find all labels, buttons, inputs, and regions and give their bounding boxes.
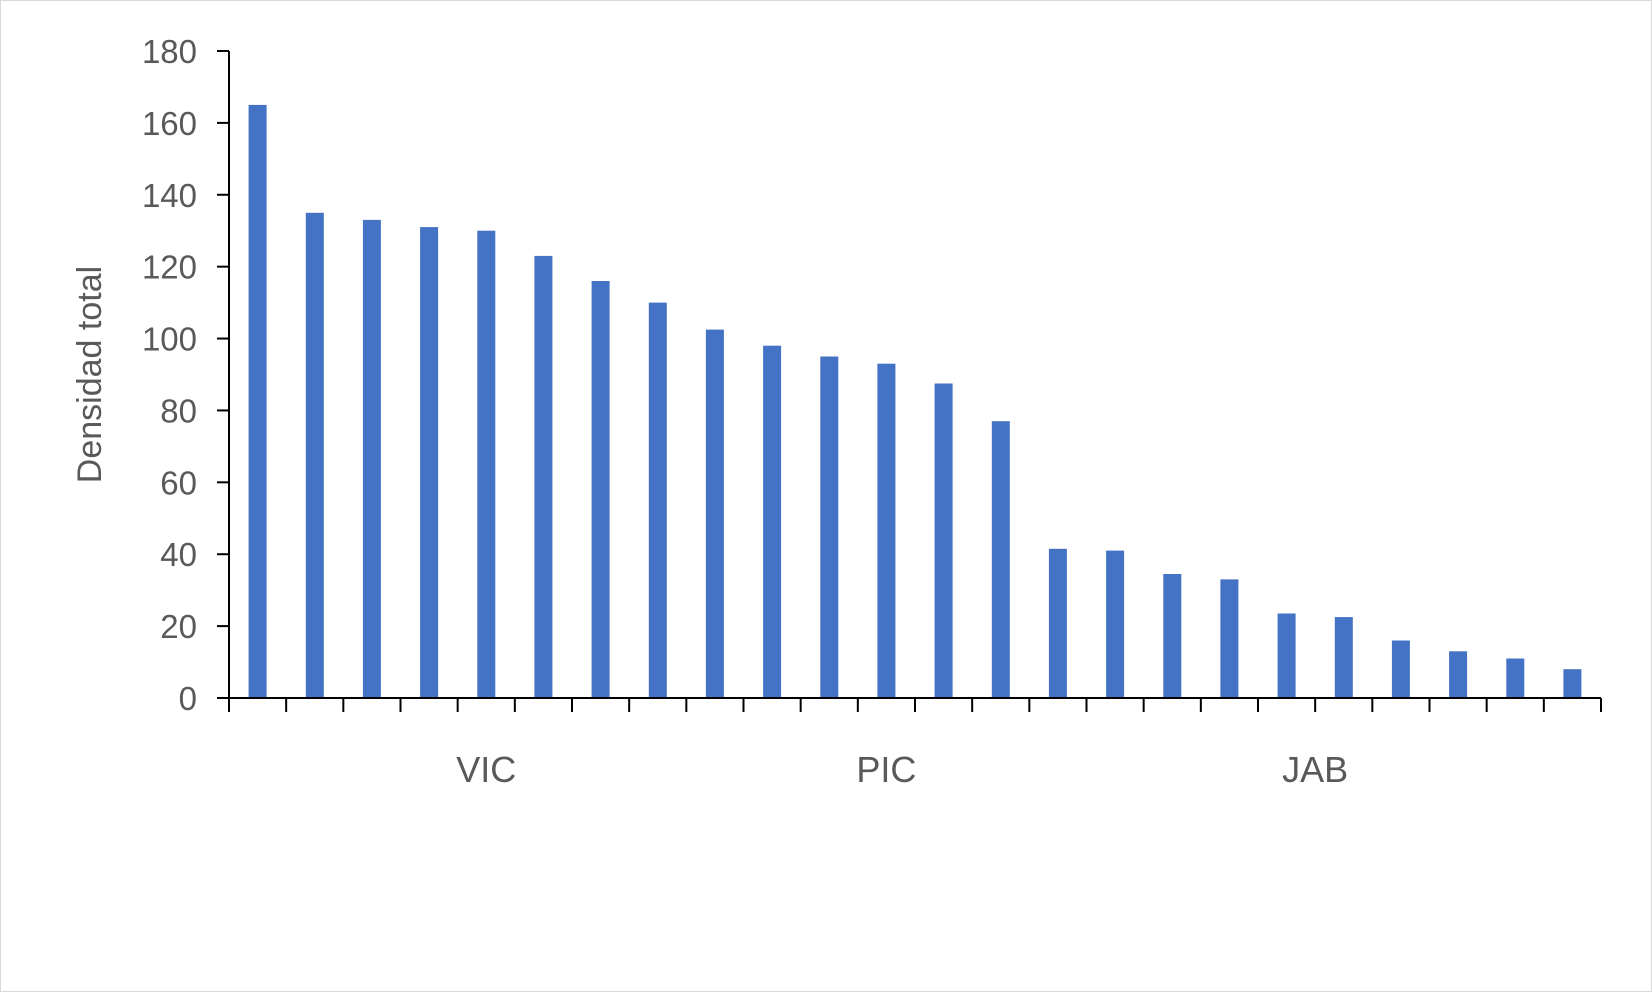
y-tick-label: 80 xyxy=(160,392,197,429)
bar xyxy=(591,281,610,698)
bar xyxy=(1449,651,1468,698)
bar xyxy=(248,104,267,698)
y-tick-label: 20 xyxy=(160,608,197,645)
bar xyxy=(1563,669,1582,698)
bar xyxy=(705,329,724,698)
bar xyxy=(991,421,1010,698)
bar xyxy=(1506,658,1525,698)
bar xyxy=(648,302,667,698)
bar xyxy=(1048,548,1067,698)
bar xyxy=(420,227,439,698)
bar xyxy=(477,230,496,698)
y-axis-title: Densidad total xyxy=(71,266,109,483)
bar xyxy=(534,255,553,698)
group-label: JAB xyxy=(1282,749,1348,790)
group-label: PIC xyxy=(856,749,916,790)
y-tick-label: 60 xyxy=(160,464,197,501)
x-ticks-layer xyxy=(228,698,1602,712)
y-tick-label: 140 xyxy=(142,177,197,214)
bar xyxy=(1391,640,1410,698)
bar xyxy=(934,383,953,698)
bar xyxy=(305,212,324,699)
y-tick-label: 180 xyxy=(142,33,197,70)
y-tick-label: 100 xyxy=(142,321,197,358)
y-tick-label: 160 xyxy=(142,105,197,142)
bar xyxy=(1163,574,1182,698)
y-tick-label: 0 xyxy=(179,680,197,717)
bar xyxy=(1220,579,1239,698)
bar xyxy=(1277,613,1296,698)
y-tick-label: 120 xyxy=(142,249,197,286)
bar xyxy=(877,363,896,698)
bar xyxy=(362,219,381,698)
bar xyxy=(1106,550,1125,698)
y-tick-label: 40 xyxy=(160,536,197,573)
group-labels-layer: VIC PIC JAB xyxy=(456,749,1348,790)
bar xyxy=(820,356,839,698)
bars-layer xyxy=(248,104,1582,699)
bar xyxy=(763,345,782,698)
group-label: VIC xyxy=(456,749,516,790)
bar xyxy=(1334,617,1353,698)
y-ticks-layer: 0 20 40 60 80 100 120 140 160 180 xyxy=(142,33,229,717)
